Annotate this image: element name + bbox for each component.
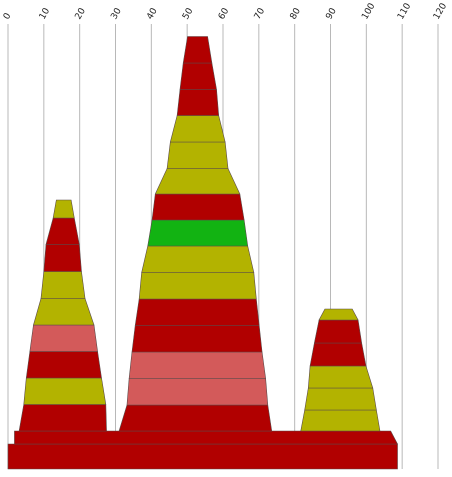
stack-segment [134,298,260,326]
base-layer-segment [14,430,399,445]
stack-segment [179,62,217,90]
stack-segment [147,219,249,247]
stack-segment [307,365,374,389]
stack-segment [52,199,75,219]
stack-segment [182,36,213,64]
stack-segment [169,115,226,143]
stack-segment [40,271,86,299]
stack-segment [118,404,273,432]
x-tick-label: 0 [2,11,14,21]
stack-1 [18,199,107,432]
stack-2 [118,36,273,432]
stack-segment [151,193,245,221]
x-tick-label: 40 [145,6,160,21]
x-tick-label: 80 [289,6,304,21]
x-tick-label: 110 [396,1,413,21]
stack-segment [300,409,381,432]
stack-segment [29,324,98,352]
data-layers [7,36,399,470]
stack-3 [300,308,381,432]
x-tick-label: 70 [253,6,268,21]
stack-segment [126,378,269,406]
x-tick-label: 10 [38,6,53,21]
stack-segment [154,168,241,195]
stack-segment [304,387,377,411]
x-tick-label: 90 [324,6,339,21]
x-tick-label: 60 [217,6,232,21]
x-axis-tick-labels: 0 10 20 30 40 50 60 70 80 90 100 110 120 [2,1,449,21]
stack-segment [25,351,102,379]
stack-segment [138,272,257,300]
stack-segment [318,308,359,321]
stack-segment [166,141,229,169]
x-tick-label: 30 [109,6,124,21]
stack-segment [45,217,80,245]
stack-segment [131,325,263,353]
x-tick-label: 20 [74,6,89,21]
x-tick-label: 120 [432,1,449,21]
stack-segment [128,351,266,379]
stack-segment [23,377,107,405]
stack-segment [33,298,95,326]
stack-segment [141,245,255,273]
x-tick-label: 100 [360,1,377,21]
stack-segment [43,244,82,272]
stack-segment [176,89,220,116]
x-tick-label: 50 [181,6,196,21]
stack-segment [314,319,363,344]
base-layer-segment [7,443,398,470]
stack-segment [309,342,367,367]
stack-segment [18,404,107,432]
